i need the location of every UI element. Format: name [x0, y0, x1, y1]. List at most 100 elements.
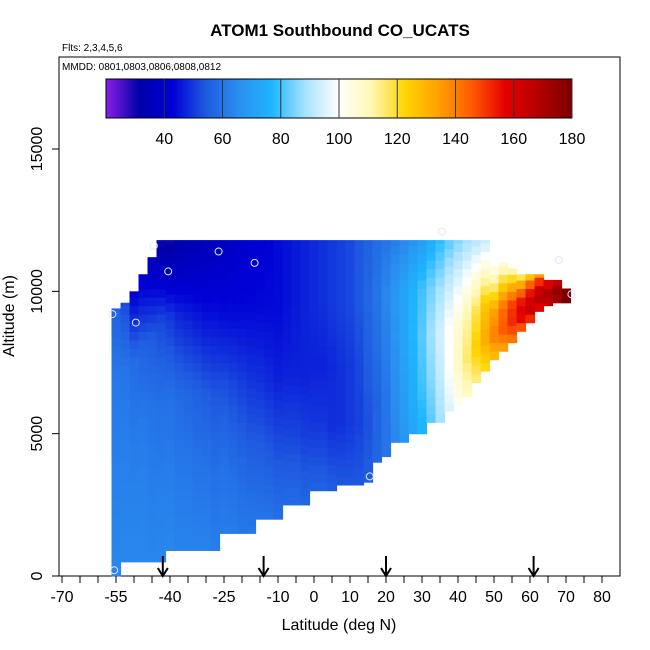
heatmap-cell — [120, 425, 131, 435]
heatmap-cell — [273, 365, 284, 375]
heatmap-cell — [147, 331, 158, 341]
heatmap-cell — [426, 268, 437, 278]
heatmap-cell — [318, 277, 329, 287]
heatmap-cell — [291, 376, 302, 386]
heatmap-cell — [354, 245, 365, 255]
heatmap-cell — [255, 297, 266, 307]
heatmap-cell — [183, 430, 194, 440]
heatmap-cell — [165, 516, 176, 526]
heatmap-cell — [264, 425, 275, 435]
sample-point — [567, 290, 576, 299]
heatmap-cell — [309, 388, 320, 398]
heatmap-cell — [201, 396, 212, 406]
heatmap-cell — [147, 339, 158, 349]
heatmap-cell — [453, 294, 464, 304]
heatmap-cell — [147, 365, 158, 375]
heatmap-cell — [174, 277, 185, 287]
heatmap-cell — [174, 240, 185, 244]
heatmap-cell — [201, 336, 212, 347]
heatmap-cell — [165, 240, 176, 244]
heatmap-cell — [399, 240, 410, 247]
heatmap-cell — [273, 331, 284, 341]
heatmap-cell — [282, 240, 293, 250]
heatmap-cell — [309, 362, 320, 372]
heatmap-cell — [435, 353, 446, 364]
heatmap-cell — [480, 319, 491, 329]
heatmap-cell — [471, 279, 482, 290]
heatmap-cell — [498, 282, 509, 292]
heatmap-cell — [327, 413, 338, 423]
heatmap-cell — [327, 482, 338, 492]
heatmap-cell — [120, 302, 131, 307]
heatmap-cell — [372, 419, 383, 429]
heatmap-cell — [372, 368, 383, 378]
heatmap-cell — [318, 328, 329, 338]
heatmap-cell — [201, 422, 212, 432]
heatmap-cell — [291, 359, 302, 369]
heatmap-cell — [219, 371, 230, 381]
heatmap-cell — [264, 390, 275, 401]
x-axis: -70 -55 -40 -25 -10 0 10 20 30 40 50 60 70 80 — [50, 576, 611, 606]
heatmap-cell — [111, 430, 122, 440]
heatmap-cell — [525, 305, 536, 315]
heatmap-cell — [111, 490, 122, 500]
flight-arrow — [257, 556, 270, 578]
heatmap-cell — [345, 416, 356, 426]
heatmap-cell — [237, 242, 248, 253]
heatmap-cell — [408, 322, 419, 332]
heatmap-cell — [435, 379, 446, 389]
heatmap-cell — [156, 527, 167, 537]
heatmap-cell — [165, 328, 176, 338]
heatmap-cell — [408, 365, 419, 375]
heatmap-cell — [192, 507, 203, 517]
heatmap-cell — [183, 302, 194, 312]
heatmap-cell — [138, 450, 149, 460]
heatmap-cell — [246, 439, 257, 449]
heatmap-cell — [489, 351, 500, 361]
heatmap-cell — [210, 490, 221, 500]
heatmap-cell — [354, 399, 365, 409]
heatmap-cell — [201, 464, 212, 475]
heatmap-cell — [111, 533, 122, 543]
heatmap-cell — [129, 450, 140, 460]
heatmap-cell — [291, 487, 302, 497]
heatmap-cell — [255, 365, 266, 375]
heatmap-cell — [219, 328, 230, 338]
heatmap-cell — [174, 439, 185, 449]
heatmap-cell — [228, 499, 239, 509]
heatmap-cell — [219, 413, 230, 423]
heatmap-cell — [183, 464, 194, 475]
heatmap-cell — [327, 336, 338, 347]
heatmap-cell — [192, 336, 203, 347]
heatmap-cell — [498, 299, 509, 310]
heatmap-cell — [300, 291, 311, 301]
heatmap-cell — [345, 305, 356, 315]
heatmap-cell — [219, 388, 230, 398]
sample-point — [110, 566, 119, 575]
heatmap-cell — [138, 527, 149, 537]
heatmap-cell — [255, 305, 266, 315]
heatmap-cell — [111, 379, 122, 389]
heatmap-cell — [147, 382, 158, 392]
heatmap-cell — [309, 405, 320, 415]
heatmap-cell — [156, 425, 167, 435]
heatmap-cell — [156, 314, 167, 324]
heatmap-cell — [309, 251, 320, 261]
heatmap-cell — [210, 541, 221, 551]
heatmap-cell — [120, 501, 131, 512]
x-tick-label: -70 — [50, 589, 73, 606]
heatmap-cell — [174, 379, 185, 389]
heatmap-cell — [228, 456, 239, 466]
heatmap-cell — [165, 242, 176, 253]
heatmap-cell — [291, 419, 302, 429]
heatmap-cell — [426, 260, 437, 270]
heatmap-cell — [381, 319, 392, 329]
heatmap-cell — [174, 516, 185, 526]
heatmap-cell — [237, 490, 248, 500]
heatmap-cell — [165, 294, 176, 304]
heatmap-cell — [291, 299, 302, 310]
heatmap-cell — [156, 510, 167, 520]
heatmap-cell — [300, 453, 311, 463]
x-tick-label: 80 — [593, 589, 611, 606]
heatmap-cell — [363, 447, 374, 458]
